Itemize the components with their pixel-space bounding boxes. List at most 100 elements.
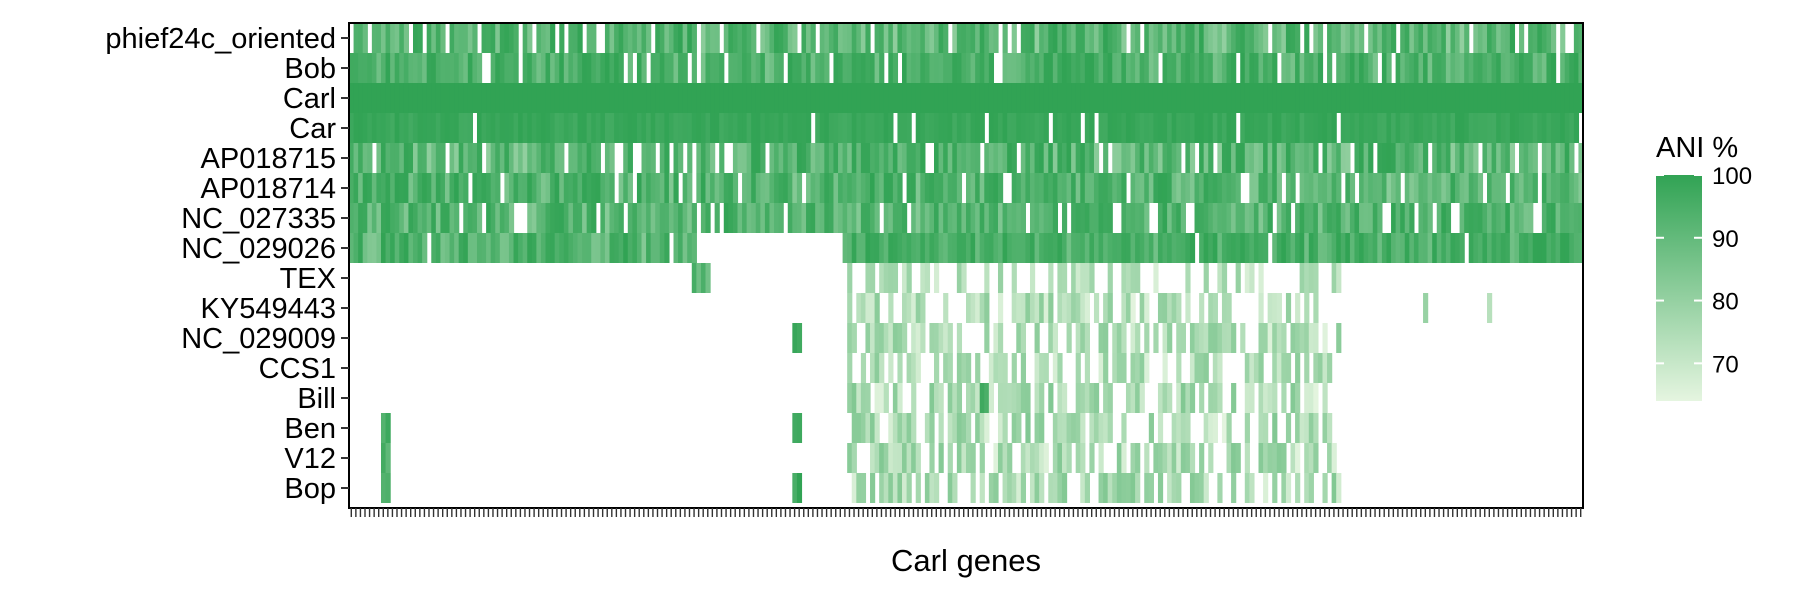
heatmap-cell (1061, 443, 1068, 473)
heatmap-cell (979, 293, 985, 323)
heatmap-cell (632, 83, 638, 113)
heatmap-cell (1176, 233, 1182, 263)
heatmap-cell (545, 233, 551, 263)
heatmap-cell (540, 233, 547, 263)
heatmap-cell (1263, 443, 1269, 473)
heatmap-cell (426, 113, 432, 143)
heatmap-cell (1217, 383, 1223, 413)
heatmap-cell (1203, 83, 1209, 113)
heatmap-cell (687, 83, 693, 113)
heatmap-cell (728, 173, 734, 203)
heatmap-cell (577, 143, 583, 173)
heatmap-cell (961, 203, 967, 233)
heatmap-cell (527, 203, 533, 233)
heatmap-cell (568, 53, 574, 83)
heatmap-cell (1194, 203, 1200, 233)
heatmap-cell (1226, 443, 1232, 473)
heatmap-cell (1258, 53, 1264, 83)
heatmap-cell (394, 113, 400, 143)
colorbar-tick-label: 80 (1712, 289, 1739, 316)
heatmap-cell (787, 53, 793, 83)
heatmap-cell (1153, 143, 1159, 173)
heatmap-cell (1468, 233, 1474, 263)
heatmap-cell (1199, 473, 1205, 503)
heatmap-cell (1331, 443, 1337, 473)
heatmap-cell (1299, 53, 1305, 83)
heatmap-cell (966, 353, 972, 383)
heatmap-cell (1016, 113, 1022, 143)
heatmap-cell (997, 353, 1004, 383)
heatmap-cell (1569, 203, 1575, 233)
heatmap-cell (1185, 383, 1191, 413)
heatmap-cell (1057, 83, 1063, 113)
heatmap-cell (1020, 443, 1027, 473)
heatmap-cell (988, 233, 995, 263)
heatmap-cell (449, 83, 455, 113)
heatmap-cell (1336, 263, 1342, 293)
heatmap-cell (1199, 353, 1205, 383)
heatmap-cell (1391, 23, 1397, 53)
heatmap-cell (1075, 443, 1081, 473)
heatmap-cell (1162, 233, 1168, 263)
heatmap-cell (1080, 233, 1086, 263)
heatmap-cell (627, 83, 633, 113)
heatmap-cell (476, 143, 483, 173)
heatmap-cell (1217, 143, 1223, 173)
heatmap-cell (810, 83, 816, 113)
heatmap-cell (1377, 203, 1383, 233)
heatmap-cell (1272, 143, 1278, 173)
heatmap-cell (1130, 473, 1136, 503)
heatmap-cell (1551, 23, 1557, 53)
heatmap-cell (719, 53, 725, 83)
heatmap-cell (1295, 233, 1301, 263)
heatmap-cell (426, 53, 432, 83)
heatmap-cell (796, 143, 803, 173)
heatmap-cell (883, 323, 889, 353)
heatmap-cell (1217, 83, 1223, 113)
heatmap-cell (1125, 83, 1132, 113)
heatmap-cell (993, 233, 999, 263)
heatmap-cell (1304, 263, 1310, 293)
heatmap-cell (1569, 143, 1575, 173)
heatmap-cell (1212, 53, 1218, 83)
heatmap-cell (1304, 353, 1310, 383)
heatmap-cell (531, 53, 537, 83)
heatmap-cell (1400, 113, 1406, 143)
heatmap-cell (1107, 53, 1113, 83)
heatmap-cell (1532, 233, 1538, 263)
heatmap-cell (1144, 173, 1150, 203)
heatmap-cell (527, 23, 533, 53)
heatmap-cell (860, 173, 867, 203)
heatmap-cell (595, 83, 601, 113)
heatmap-cell (1482, 233, 1488, 263)
heatmap-cell (499, 53, 505, 83)
heatmap-cell (870, 203, 876, 233)
heatmap-cell (1034, 323, 1040, 353)
heatmap-cell (700, 173, 707, 203)
heatmap-cell (522, 23, 528, 53)
heatmap-cell (860, 473, 867, 503)
heatmap-cell (1560, 233, 1566, 263)
heatmap-cell (380, 53, 387, 83)
heatmap-cell (1477, 113, 1484, 143)
heatmap-cell (1313, 143, 1319, 173)
heatmap-cell (1258, 383, 1264, 413)
heatmap-cell (1359, 143, 1365, 173)
heatmap-cell (1089, 83, 1095, 113)
heatmap-cell (646, 233, 652, 263)
heatmap-cell (1349, 233, 1356, 263)
heatmap-cell (860, 383, 867, 413)
heatmap-cell (380, 443, 387, 473)
heatmap-cell (380, 113, 387, 143)
heatmap-cell (783, 143, 789, 173)
heatmap-cell (399, 233, 405, 263)
heatmap-cell (577, 23, 583, 53)
heatmap-cell (1043, 293, 1049, 323)
heatmap-cell (1455, 143, 1461, 173)
heatmap-cell (1011, 233, 1017, 263)
heatmap-cell (938, 323, 944, 353)
heatmap-cell (1349, 23, 1356, 53)
heatmap-cell (559, 143, 565, 173)
heatmap-cell (1258, 23, 1264, 53)
heatmap-cell (1304, 383, 1310, 413)
